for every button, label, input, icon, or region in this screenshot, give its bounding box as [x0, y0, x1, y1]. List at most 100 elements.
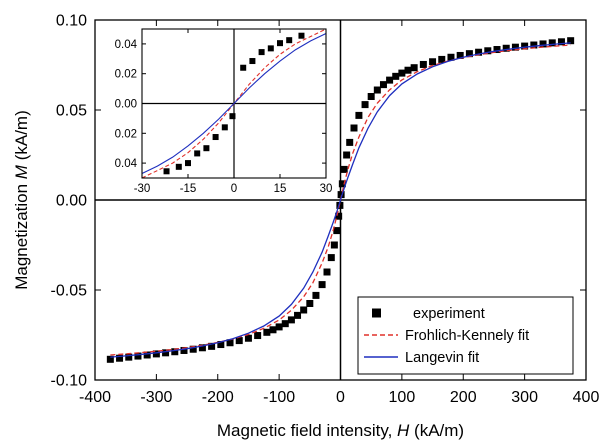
- main-point-0-38: [350, 124, 358, 132]
- main-point-0-19: [275, 323, 283, 331]
- main-point-0-62: [539, 40, 547, 48]
- x-axis-title-unit: (kA/m): [409, 421, 464, 440]
- main-point-0-4: [143, 351, 151, 359]
- inset-x-tick-label-0: -30: [134, 183, 151, 195]
- inset-y-tick-label-1: 0.02: [115, 69, 137, 81]
- inset-point-0-3: [194, 150, 201, 157]
- inset-point-0-14: [298, 32, 305, 39]
- main-point-0-11: [208, 342, 216, 350]
- main-point-0-20: [281, 320, 289, 328]
- main-point-0-17: [263, 328, 271, 336]
- legend-label-2: Langevin fit: [405, 350, 479, 366]
- main-point-0-18: [269, 326, 277, 334]
- main-point-0-30: [333, 227, 341, 235]
- main-point-0-0: [106, 355, 114, 363]
- inset-x-tick-label-1: -15: [180, 183, 197, 195]
- main-point-0-45: [392, 72, 400, 80]
- main-point-0-61: [530, 41, 538, 49]
- main-point-0-35: [340, 165, 348, 173]
- inset-y-tick-label-3: 0.02: [115, 128, 137, 140]
- inset-x-tick-label-4: 30: [320, 183, 333, 195]
- inset-x-tick-label-3: 15: [274, 183, 287, 195]
- main-point-0-13: [226, 339, 234, 347]
- main-point-0-41: [367, 93, 375, 100]
- main-x-tick-label-3: -100: [263, 389, 295, 406]
- main-point-0-33: [337, 191, 345, 199]
- inset-point-0-2: [185, 160, 191, 167]
- legend-label-0: experiment: [413, 306, 485, 322]
- main-point-0-53: [456, 51, 464, 59]
- main-point-0-1: [116, 354, 124, 362]
- main-point-0-15: [244, 334, 252, 342]
- legend-marker-0: [372, 308, 381, 318]
- main-point-0-10: [198, 344, 206, 352]
- y-axis-title-prefix: Magnetization: [12, 179, 31, 290]
- main-point-0-54: [465, 50, 473, 58]
- main-point-0-25: [312, 291, 320, 299]
- main-point-0-29: [330, 241, 338, 249]
- main-point-0-51: [438, 55, 446, 63]
- main-point-0-44: [386, 76, 394, 84]
- main-point-0-65: [567, 37, 575, 45]
- main-point-0-12: [217, 341, 225, 349]
- inset-y-tick-label-4: 0.04: [115, 158, 138, 170]
- main-point-0-34: [338, 180, 346, 188]
- inset-point-0-10: [258, 49, 265, 56]
- legend-label-1: Frohlich-Kennely fit: [405, 328, 529, 344]
- main-point-0-43: [379, 81, 387, 89]
- main-point-0-47: [404, 66, 412, 74]
- inset-y-tick-label-2: 0.00: [115, 99, 137, 111]
- main-point-0-52: [447, 53, 455, 61]
- main-x-tick-label-8: 400: [573, 389, 600, 406]
- main-point-0-50: [429, 58, 437, 66]
- main-point-0-27: [323, 268, 331, 276]
- inset-data-group: [142, 29, 326, 178]
- main-point-0-48: [410, 64, 418, 72]
- main-point-0-63: [548, 39, 556, 47]
- inset-point-0-1: [175, 163, 182, 170]
- main-x-tick-label-1: -300: [140, 389, 172, 406]
- y-axis-title: Magnetization M (kA/m): [12, 110, 31, 290]
- main-point-0-60: [521, 42, 529, 50]
- main-point-0-40: [361, 101, 369, 109]
- main-y-tick-label-0: -0.10: [51, 373, 88, 390]
- main-point-0-49: [419, 60, 427, 68]
- main-point-0-59: [511, 43, 519, 51]
- y-axis-title-variable: M: [12, 164, 31, 179]
- main-point-0-5: [152, 350, 160, 358]
- inset-point-0-11: [267, 45, 274, 52]
- main-data-group: [95, 20, 586, 380]
- inset-point-0-7: [229, 113, 236, 120]
- main-point-0-9: [189, 345, 197, 353]
- main-point-0-26: [318, 281, 326, 289]
- inset-series-line-2: [142, 32, 326, 175]
- main-point-0-21: [287, 316, 295, 324]
- inset-x-tick-label-2: 0: [231, 183, 237, 195]
- y-axis-title-unit: (kA/m): [12, 110, 31, 165]
- main-point-0-3: [134, 352, 142, 360]
- inset-point-0-5: [212, 134, 219, 141]
- main-point-0-37: [346, 138, 354, 146]
- main-point-0-46: [398, 69, 406, 77]
- inset-point-0-8: [240, 64, 247, 71]
- main-x-tick-label-4: 0: [336, 389, 345, 406]
- main-point-0-55: [475, 48, 483, 56]
- main-point-0-23: [300, 306, 308, 314]
- main-point-0-31: [335, 212, 343, 220]
- main-x-tick-label-7: 300: [511, 389, 538, 406]
- main-point-0-58: [502, 44, 510, 52]
- main-point-0-22: [294, 311, 302, 319]
- inset-y-tick-label-0: 0.04: [115, 39, 138, 51]
- main-point-0-42: [373, 86, 381, 94]
- inset-point-0-9: [249, 58, 256, 65]
- main-series-line-2: [110, 42, 571, 358]
- main-point-0-14: [235, 337, 243, 345]
- main-y-tick-label-3: 0.05: [56, 103, 87, 120]
- main-point-0-2: [125, 353, 133, 361]
- x-axis-title-prefix: Magnetic field intensity,: [217, 421, 397, 440]
- main-point-0-39: [355, 111, 363, 119]
- inset-point-0-6: [221, 124, 228, 131]
- main-point-0-57: [493, 46, 501, 54]
- x-axis-title-variable: H: [397, 421, 410, 440]
